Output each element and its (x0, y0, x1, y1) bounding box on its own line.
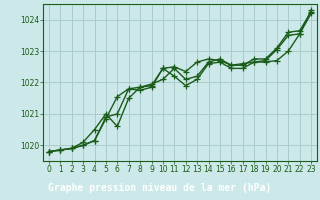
Text: Graphe pression niveau de la mer (hPa): Graphe pression niveau de la mer (hPa) (48, 183, 272, 193)
